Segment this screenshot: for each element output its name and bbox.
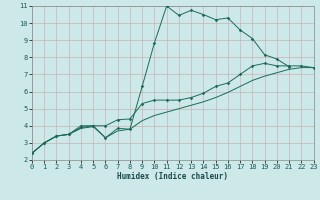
- X-axis label: Humidex (Indice chaleur): Humidex (Indice chaleur): [117, 172, 228, 181]
